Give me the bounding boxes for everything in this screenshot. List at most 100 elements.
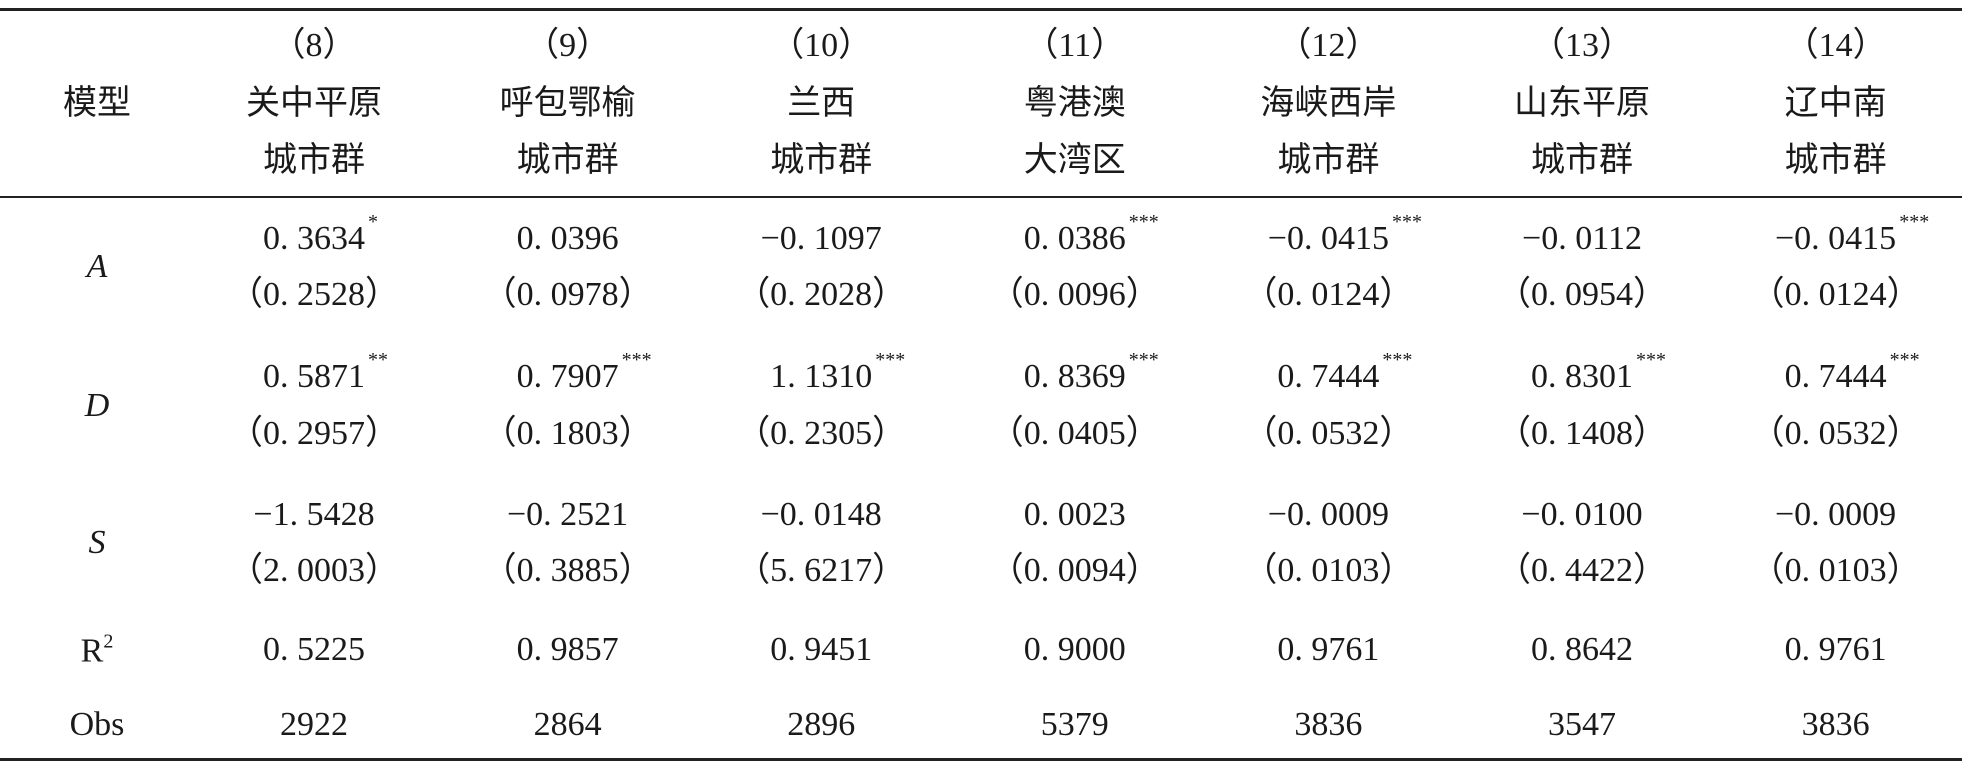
coefficient: 0. 0023 xyxy=(1023,496,1126,533)
top-rule xyxy=(0,8,1962,11)
obs-value: 3836 xyxy=(1801,706,1870,743)
obs-value: 2896 xyxy=(787,706,856,743)
column-name: 辽中南 xyxy=(1784,85,1887,122)
significance-stars: *** xyxy=(621,349,652,371)
coefficient: 0. 7444 *** xyxy=(1277,349,1413,395)
standard-error: （0. 0532） xyxy=(1750,415,1921,452)
coefficient: 0. 0396 xyxy=(516,220,619,257)
coefficient-cell: 0. 3634 * xyxy=(263,211,378,257)
r2-value: 0. 9857 xyxy=(516,631,619,668)
standard-error: （0. 0096） xyxy=(989,276,1160,313)
coefficient: −0. 0415 *** xyxy=(1267,211,1422,257)
column-number: （14） xyxy=(1784,27,1887,64)
significance-stars: *** xyxy=(1128,349,1159,371)
coefficient: −0. 0009 xyxy=(1775,496,1897,533)
row-label: A xyxy=(86,248,108,285)
column-name: 城市群 xyxy=(1784,142,1887,179)
coefficient: −0. 1097 xyxy=(760,220,882,257)
column-name: 城市群 xyxy=(1277,142,1380,179)
significance-stars: *** xyxy=(1889,349,1920,371)
r2-value: 0. 5225 xyxy=(263,631,365,668)
r2-label: R xyxy=(80,632,104,670)
significance-stars: * xyxy=(368,211,378,233)
r2-value: 0. 9761 xyxy=(1277,631,1380,668)
row-label: S xyxy=(88,524,106,561)
column-number: （12） xyxy=(1277,27,1380,64)
standard-error: （0. 0954） xyxy=(1497,276,1667,313)
coefficient-cell: 0. 8369 *** xyxy=(1023,349,1159,395)
coefficient: 0. 8301 *** xyxy=(1531,349,1666,395)
coefficient-cell: −0. 0009 xyxy=(1268,498,1389,532)
coefficient: 0. 7444 *** xyxy=(1784,349,1920,395)
coefficient-cell: 0. 7444 *** xyxy=(1277,349,1413,395)
standard-error: （0. 1803） xyxy=(482,415,653,452)
significance-stars: *** xyxy=(1391,211,1422,233)
coefficient: −0. 0415 *** xyxy=(1775,211,1930,257)
significance-stars: *** xyxy=(1899,211,1930,233)
standard-error: （0. 2028） xyxy=(736,276,907,313)
coefficient-cell: 0. 5871 ** xyxy=(263,349,388,395)
coefficient: 0. 5871 ** xyxy=(263,349,388,395)
obs-value: 2864 xyxy=(533,706,602,743)
coefficient-cell: 0. 7907 *** xyxy=(517,350,652,394)
standard-error: （0. 0124） xyxy=(1243,276,1414,313)
coefficient: −0. 0009 xyxy=(1267,496,1389,533)
column-name: 城市群 xyxy=(1531,142,1633,179)
standard-error: （0. 0124） xyxy=(1750,276,1921,313)
column-number: （8） xyxy=(271,27,357,64)
significance-stars: *** xyxy=(875,349,906,371)
coefficient-cell: 0. 0386 *** xyxy=(1023,211,1159,257)
standard-error: （0. 0532） xyxy=(1243,415,1414,452)
column-name: 山东平原 xyxy=(1514,85,1650,122)
r2-value: 0. 9000 xyxy=(1023,631,1126,668)
standard-error: （0. 2957） xyxy=(229,415,399,452)
column-name: 大湾区 xyxy=(1023,142,1126,179)
standard-error: （0. 0405） xyxy=(989,415,1160,452)
standard-error: （0. 0103） xyxy=(1750,552,1921,589)
standard-error: （0. 2305） xyxy=(736,415,907,452)
coefficient-cell: −0. 0009 xyxy=(1775,498,1896,532)
coefficient: −0. 0148 xyxy=(760,496,882,533)
obs-value: 3547 xyxy=(1548,706,1616,743)
coefficient-cell: −0. 0415 *** xyxy=(1267,211,1422,257)
significance-stars: *** xyxy=(1128,211,1159,233)
standard-error: （2. 0003） xyxy=(229,552,399,589)
coefficient: 0. 8369 *** xyxy=(1023,349,1159,395)
obs-value: 3836 xyxy=(1294,706,1363,743)
row-label: Obs xyxy=(69,706,125,743)
r2-superscript: 2 xyxy=(103,630,114,653)
coefficient-cell: −0. 0415 *** xyxy=(1775,211,1930,257)
standard-error: （0. 0103） xyxy=(1243,552,1414,589)
coefficient-cell: −0. 0148 xyxy=(761,498,882,532)
coefficient: −0. 2521 xyxy=(507,496,629,533)
standard-error: （0. 0094） xyxy=(989,552,1160,589)
significance-stars: ** xyxy=(368,349,388,371)
column-name: 城市群 xyxy=(263,142,365,179)
standard-error: （0. 2528） xyxy=(229,276,399,313)
coefficient-cell: −0. 0100 xyxy=(1521,498,1642,532)
header-rule xyxy=(0,196,1962,198)
r2-value: 0. 9761 xyxy=(1784,631,1887,668)
header-label: 模型 xyxy=(63,85,131,122)
column-name: 城市群 xyxy=(516,142,619,179)
coefficient-cell: 1. 1310 *** xyxy=(770,350,905,394)
standard-error: （5. 6217） xyxy=(736,552,907,589)
column-name: 粤港澳 xyxy=(1023,85,1126,122)
coefficient-cell: −0. 0112 xyxy=(1522,222,1642,256)
coefficient-cell: −1. 5428 xyxy=(253,498,374,532)
coefficient: 0. 3634 * xyxy=(263,211,378,257)
standard-error: （0. 0978） xyxy=(482,276,653,313)
coefficient: −0. 0100 xyxy=(1521,496,1643,533)
coefficient: 0. 0386 *** xyxy=(1023,211,1159,257)
coefficient: −0. 0112 xyxy=(1522,220,1642,257)
coefficient-cell: −0. 2521 xyxy=(507,498,628,532)
r2-value: 0. 8642 xyxy=(1531,631,1633,668)
coefficient: −1. 5428 xyxy=(253,496,375,533)
coefficient-cell: 0. 8301 *** xyxy=(1531,349,1666,395)
column-name: 兰西 xyxy=(787,85,856,122)
standard-error: （0. 1408） xyxy=(1497,415,1667,452)
column-number: （9） xyxy=(525,27,611,64)
row-label: D xyxy=(84,386,110,424)
coefficient-cell: 0. 7444 *** xyxy=(1784,349,1920,395)
